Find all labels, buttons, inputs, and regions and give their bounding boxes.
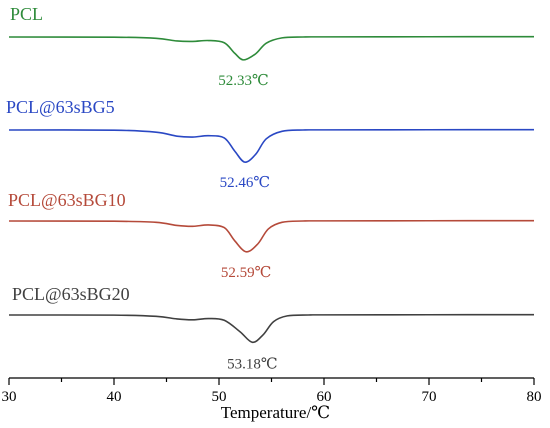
peak-label-4: 53.18℃ — [227, 356, 278, 372]
x-tick-label: 60 — [317, 389, 332, 405]
x-tick-label: 40 — [107, 389, 122, 405]
series-label-2: PCL@63sBG5 — [6, 97, 115, 117]
series-labels-layer: PCL PCL@63sBG5 PCL@63sBG10 PCL@63sBG20 — [6, 4, 130, 304]
series-line-2 — [8, 128, 535, 163]
x-tick-label: 50 — [212, 389, 227, 405]
series-line-1 — [8, 35, 535, 61]
peak-label-2: 52.46℃ — [220, 175, 271, 191]
x-axis-ticks: 30 40 50 60 70 80 — [2, 378, 542, 405]
series-label-3: PCL@63sBG10 — [8, 190, 126, 210]
x-tick-label: 30 — [2, 389, 17, 405]
series-label-4: PCL@63sBG20 — [12, 284, 130, 304]
x-axis-title: Temperature/℃ — [221, 403, 330, 422]
x-axis: 30 40 50 60 70 80 — [2, 377, 542, 405]
peak-label-1: 52.33℃ — [218, 73, 269, 89]
series-line-4 — [8, 313, 535, 344]
x-tick-label: 80 — [527, 389, 542, 405]
peak-labels-layer: 52.33℃ 52.46℃ 52.59℃ 53.18℃ — [218, 73, 277, 372]
series-line-3 — [8, 219, 535, 253]
x-tick-label: 70 — [422, 389, 437, 405]
curves-layer — [8, 35, 535, 344]
peak-label-3: 52.59℃ — [221, 265, 272, 281]
series-label-1: PCL — [10, 4, 43, 24]
